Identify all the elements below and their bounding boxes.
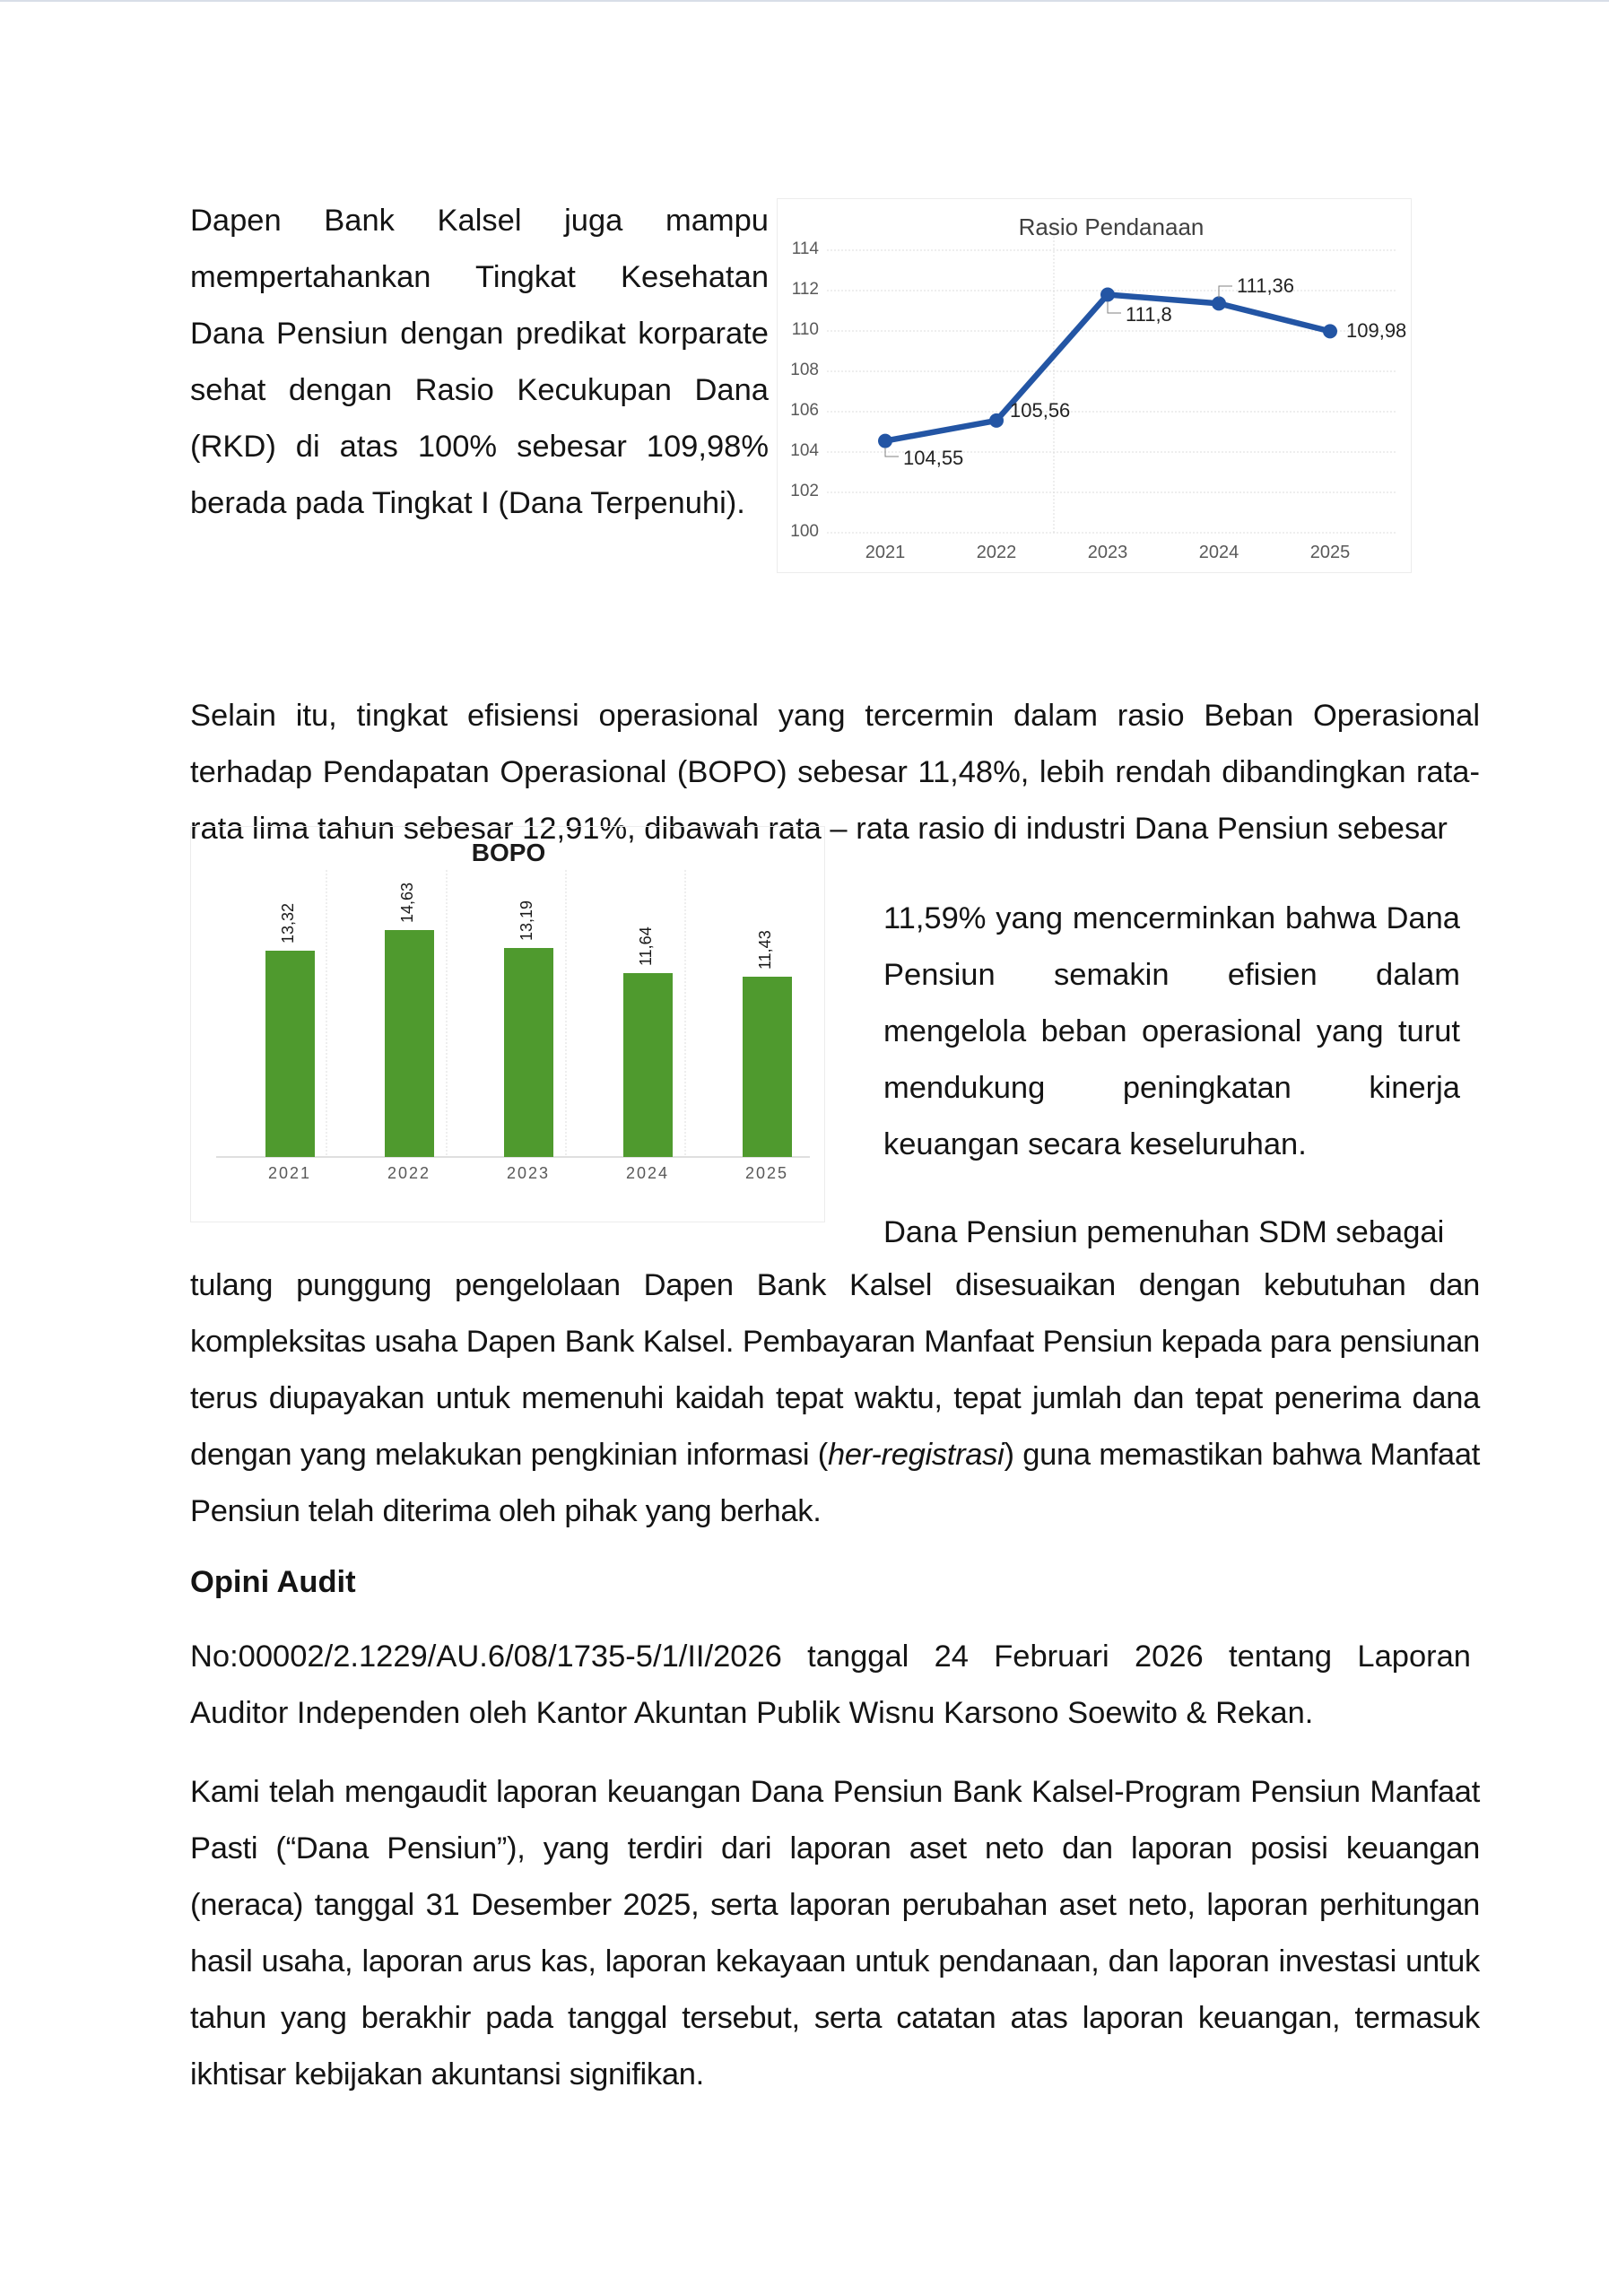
svg-text:111,8: 111,8 — [1126, 303, 1172, 326]
svg-text:Rasio Pendanaan: Rasio Pendanaan — [1019, 213, 1205, 240]
svg-text:100: 100 — [790, 522, 819, 541]
svg-text:11,43: 11,43 — [756, 930, 774, 970]
svg-text:104: 104 — [790, 441, 819, 460]
svg-text:106: 106 — [790, 401, 819, 420]
svg-text:105,56: 105,56 — [1010, 399, 1070, 422]
svg-text:13,19: 13,19 — [517, 900, 535, 941]
svg-text:2023: 2023 — [1088, 543, 1128, 562]
svg-text:112: 112 — [792, 280, 819, 299]
svg-text:11,64: 11,64 — [637, 926, 655, 966]
svg-text:BOPO: BOPO — [472, 839, 545, 866]
svg-text:2021: 2021 — [865, 543, 906, 562]
svg-text:109,98: 109,98 — [1346, 319, 1406, 342]
svg-text:114: 114 — [792, 239, 820, 258]
svg-text:2021: 2021 — [268, 1164, 311, 1182]
svg-text:14,63: 14,63 — [398, 883, 416, 923]
svg-text:108: 108 — [790, 361, 819, 379]
svg-text:2024: 2024 — [1199, 543, 1239, 562]
svg-text:111,36: 111,36 — [1237, 274, 1294, 297]
svg-text:110: 110 — [792, 320, 819, 339]
svg-text:104,55: 104,55 — [903, 447, 963, 469]
svg-text:2025: 2025 — [745, 1164, 788, 1182]
svg-text:2022: 2022 — [387, 1164, 431, 1182]
svg-text:2025: 2025 — [1310, 543, 1351, 562]
svg-text:102: 102 — [790, 482, 819, 500]
svg-text:2022: 2022 — [977, 543, 1017, 562]
svg-text:13,32: 13,32 — [279, 903, 297, 944]
svg-text:2023: 2023 — [507, 1164, 550, 1182]
svg-text:2024: 2024 — [626, 1164, 669, 1182]
